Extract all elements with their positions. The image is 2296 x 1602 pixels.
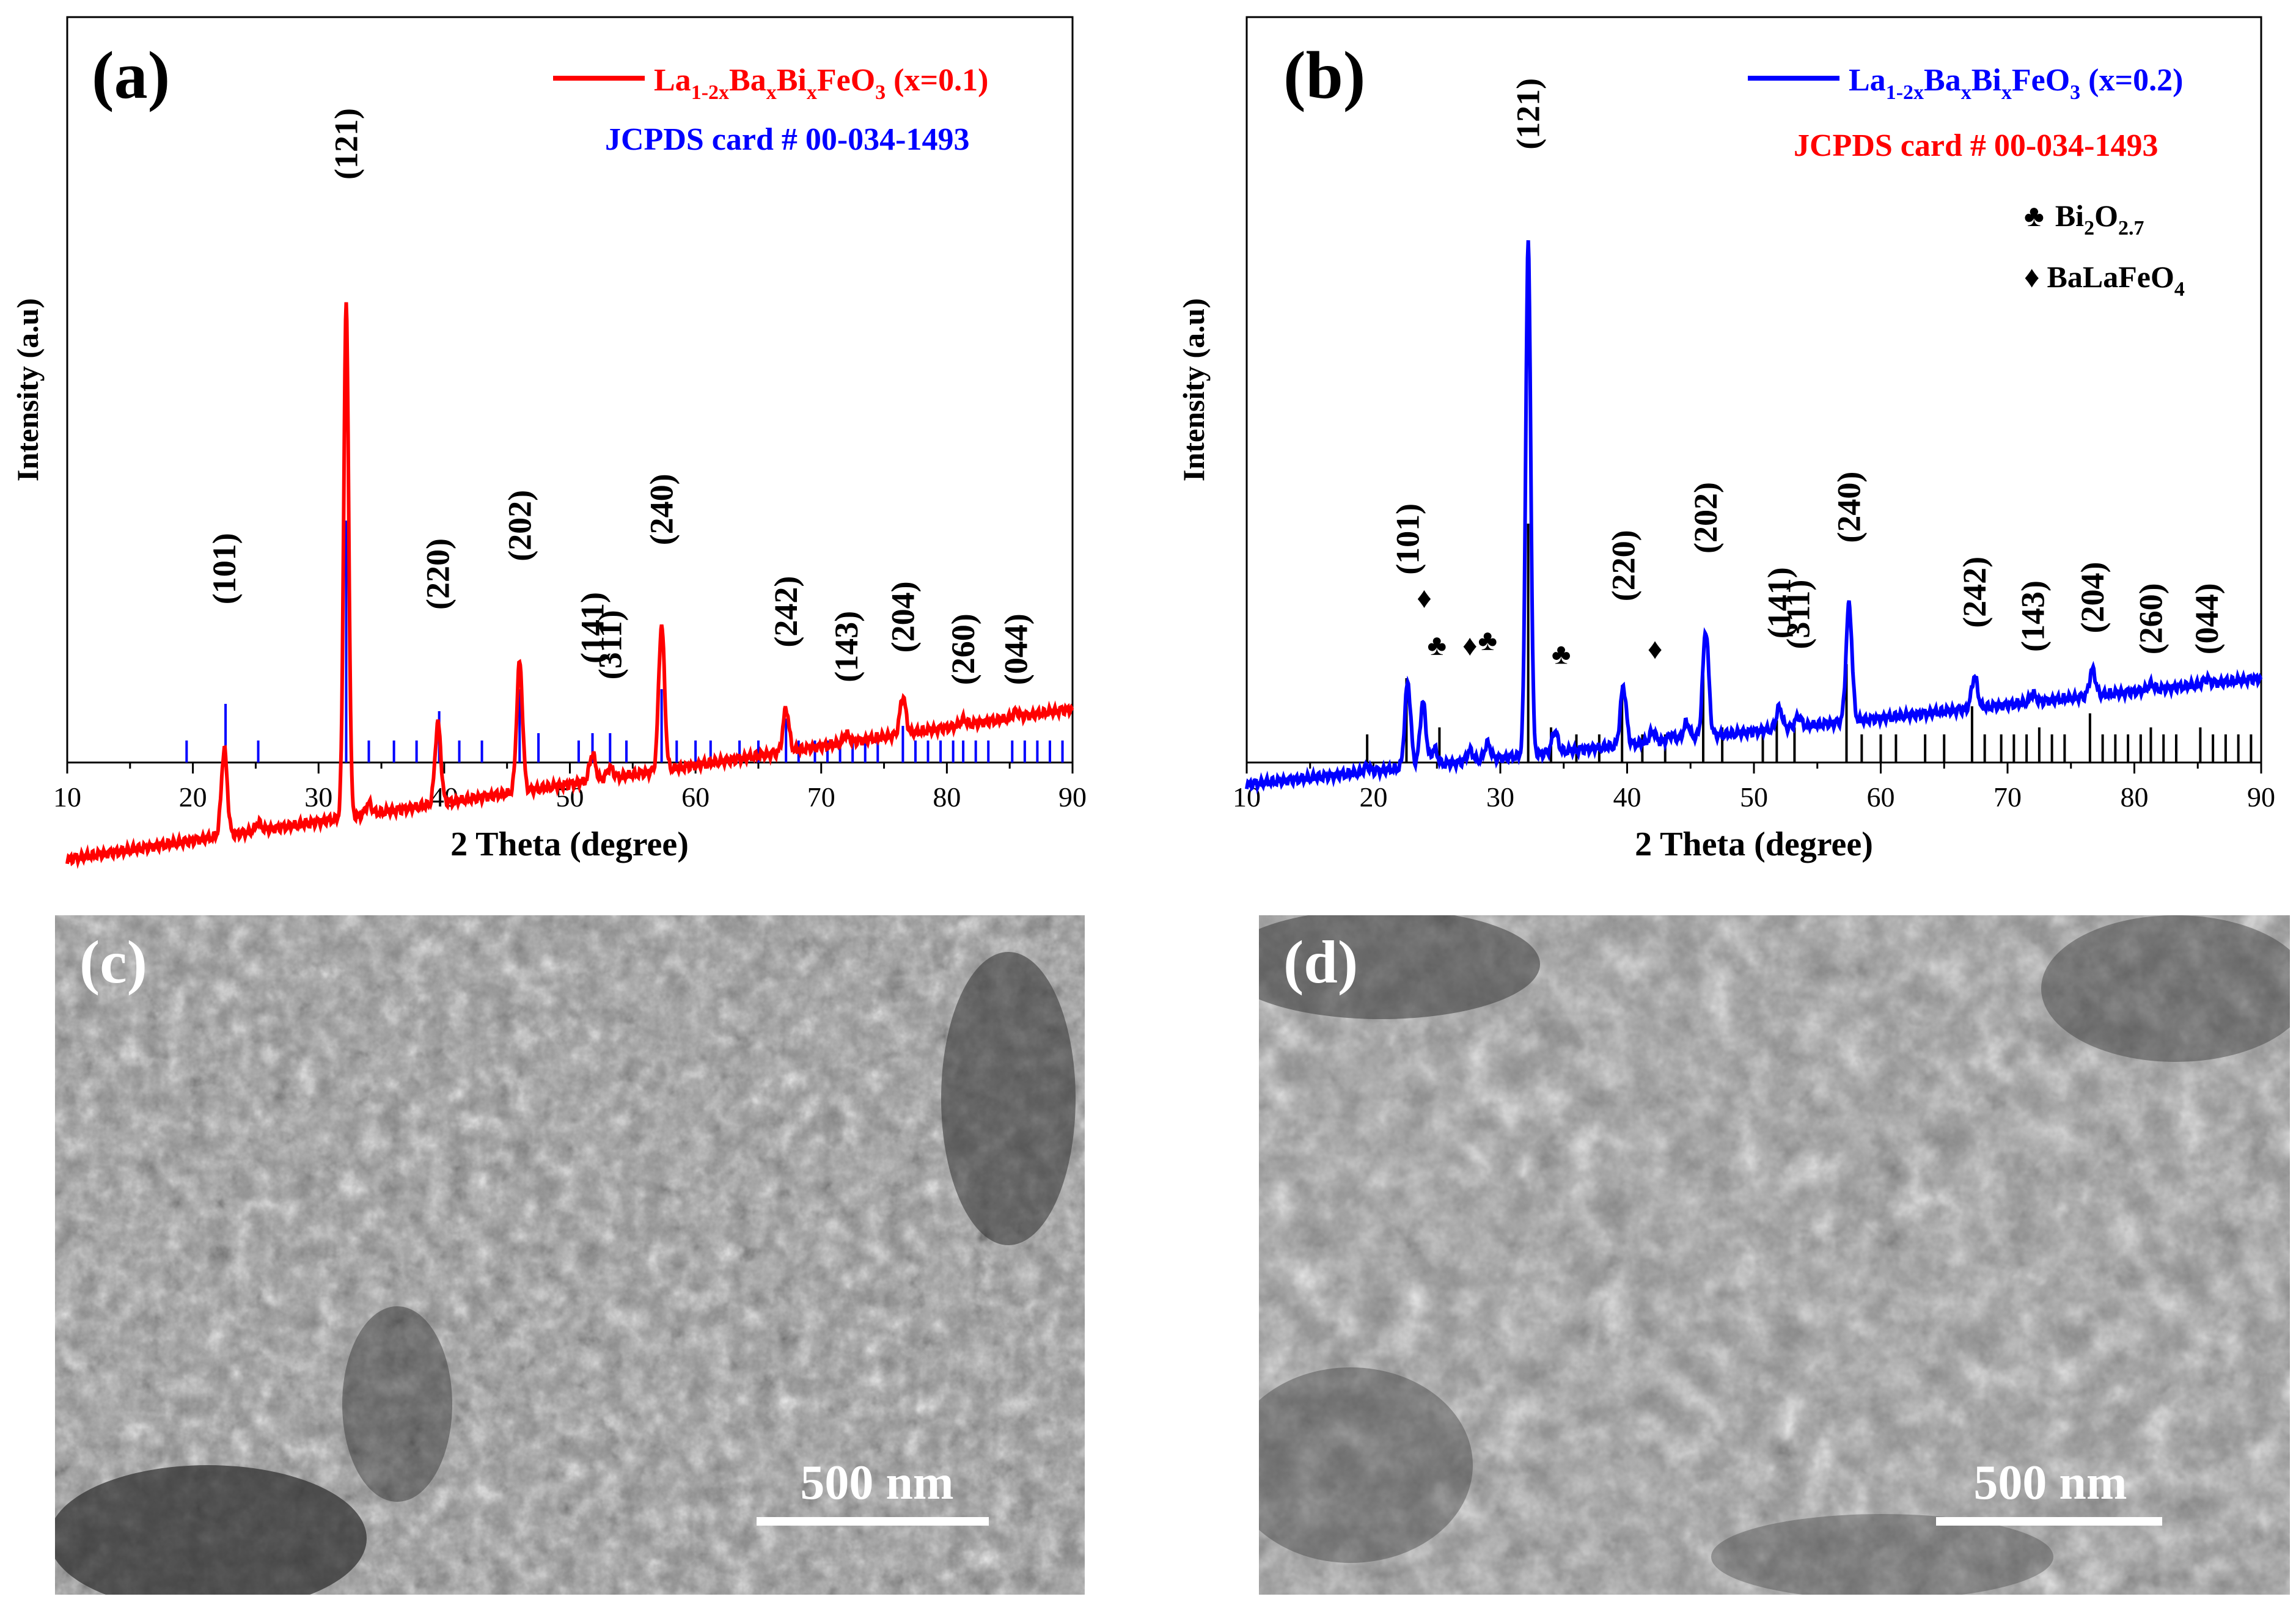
x-tick-label: 80 (2121, 781, 2149, 813)
xrd-curve-x0.1 (65, 302, 1074, 869)
x-tick-label: 30 (1486, 781, 1514, 813)
x-tick-label: 80 (933, 781, 961, 813)
peak-label: (311) (1780, 580, 1817, 649)
peak-label: (121) (1510, 78, 1547, 150)
peak-label: (260) (945, 613, 981, 685)
y-axis-label-b: Intensity (a.u) (1176, 298, 1211, 481)
peak-label: (204) (884, 581, 921, 653)
peak-label: (141) (574, 592, 611, 664)
x-tick-label: 90 (1058, 781, 1087, 813)
legend-formula-a: La1-2xBaxBixFeO3 (x=0.1) (654, 63, 988, 104)
peak-label: (220) (420, 538, 457, 610)
x-tick-label: 20 (1360, 781, 1388, 813)
x-tick-label: 50 (1740, 781, 1768, 813)
xrd-chart-b: 10 20 30 40 50 60 70 80 90 (101)(121)(220)(202)(… (1176, 16, 2275, 863)
peak-label: (220) (1605, 530, 1641, 601)
peak-label: (204) (2074, 562, 2111, 634)
x-tick-label: 40 (1613, 781, 1641, 813)
sem-texture-c: (c) 500 nm (55, 915, 1085, 1595)
peak-label: (242) (768, 576, 804, 648)
impurity-marker: ♣ (1428, 629, 1447, 662)
scale-bar-label-c: 500 nm (800, 1456, 953, 1510)
peak-label: (240) (1831, 472, 1868, 543)
sem-texture-d: (d) 500 nm (1259, 915, 2290, 1595)
xrd-curve-x0.2 (1245, 240, 2263, 794)
impurity-marker: ♣ (1478, 624, 1498, 657)
jcpds-card-b: JCPDS card # 00-034-1493 (1794, 128, 2158, 163)
scale-bar-d (1936, 1517, 2162, 1526)
xrd-chart-a: 10 20 30 40 50 60 70 80 90 (101)(121)(220)(202)(… (10, 16, 1087, 869)
peak-label: (143) (828, 611, 865, 682)
x-tick-label: 70 (1993, 781, 2022, 813)
peak-label: (260) (2133, 583, 2169, 654)
panel-label-b: (b) (1283, 38, 1365, 112)
jcpds-card-a: JCPDS card # 00-034-1493 (605, 122, 970, 157)
x-tick-label: 60 (1867, 781, 1895, 813)
impurity-legend-club: ♣ Bi2O2.7 (2024, 199, 2144, 240)
panel-label-c: (c) (79, 928, 147, 996)
sem-image-c: (c) 500 nm (55, 915, 1085, 1595)
x-tick-label: 90 (2247, 781, 2275, 813)
peak-label: (202) (501, 490, 538, 561)
peak-label: (044) (998, 613, 1035, 685)
legend-formula-b: La1-2xBaxBixFeO3 (x=0.2) (1849, 63, 2183, 104)
x-tick-label: 70 (807, 781, 835, 813)
peak-label: (202) (1687, 482, 1724, 554)
y-axis-label-a: Intensity (a.u) (10, 298, 45, 481)
peak-label: (044) (2188, 583, 2225, 654)
peak-label: (101) (206, 533, 243, 604)
x-tick-label: 10 (53, 781, 81, 813)
peak-label: (143) (2015, 580, 2052, 652)
peak-label: (242) (1956, 557, 1993, 628)
panel-label-d: (d) (1283, 928, 1358, 996)
scale-bar-label-d: 500 nm (1973, 1456, 2127, 1510)
x-tick-label: 20 (179, 781, 207, 813)
x-axis-label-b: 2 Theta (degree) (1635, 825, 1873, 863)
x-axis-label-a: 2 Theta (degree) (450, 825, 689, 863)
impurity-marker: ♦ (1462, 630, 1478, 662)
scale-bar-c (757, 1517, 989, 1526)
peak-label: (240) (644, 474, 680, 545)
x-tick-label: 30 (304, 781, 332, 813)
impurity-marker: ♦ (1417, 582, 1432, 615)
peak-label: (311) (592, 610, 628, 679)
x-tick-label: 60 (681, 781, 710, 813)
impurity-legend-diamond: ♦ BaLaFeO4 (2024, 260, 2185, 301)
peak-label: (101) (1390, 503, 1426, 575)
peak-label: (141) (1761, 567, 1798, 638)
impurity-marker: ♦ (1648, 633, 1663, 665)
peak-label: (121) (328, 108, 365, 180)
sem-image-d: (d) 500 nm (1259, 915, 2290, 1595)
panel-label-a: (a) (92, 38, 170, 112)
impurity-marker: ♣ (1552, 638, 1571, 670)
